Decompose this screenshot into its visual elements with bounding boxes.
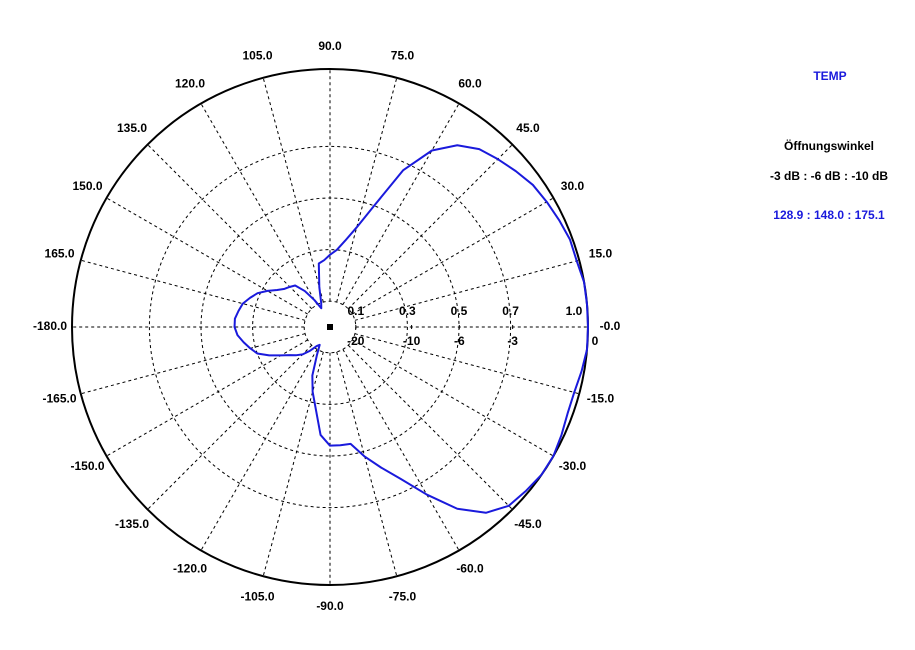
- db-tick-label: 0: [592, 334, 599, 348]
- angle-tick-label: 120.0: [175, 77, 205, 91]
- grid-spoke: [262, 351, 324, 577]
- r-tick-label: 0.1: [347, 304, 364, 318]
- angle-tick-label: 60.0: [458, 77, 482, 91]
- angle-tick-label: 90.0: [318, 39, 342, 53]
- angle-tick-label: -90.0: [316, 599, 344, 613]
- angle-tick-label: -165.0: [43, 392, 77, 406]
- angle-tick-label: -15.0: [587, 392, 615, 406]
- grid-spoke: [80, 333, 306, 395]
- grid-spoke: [352, 339, 554, 457]
- beamwidth-title: Öffnungswinkel: [784, 138, 874, 153]
- pattern-line: [233, 144, 589, 514]
- r-tick-label: 0.7: [502, 304, 519, 318]
- grid-spoke: [200, 349, 318, 551]
- angle-tick-label: 15.0: [589, 247, 613, 261]
- beamwidth-values: 128.9 : 148.0 : 175.1: [773, 208, 885, 222]
- r-tick-label: 1.0: [566, 304, 583, 318]
- grid-ring: [252, 249, 408, 405]
- legend-entry: TEMP: [813, 69, 846, 83]
- beamwidth-levels: -3 dB : -6 dB : -10 dB: [770, 169, 888, 183]
- angle-tick-label: 30.0: [561, 179, 585, 193]
- angle-tick-label: -30.0: [559, 459, 587, 473]
- grid-spoke: [347, 344, 513, 510]
- angle-tick-label: 45.0: [516, 121, 540, 135]
- angle-tick-label: -150.0: [70, 459, 104, 473]
- angle-tick-label: -120.0: [173, 562, 207, 576]
- grid-spoke: [106, 197, 308, 315]
- angle-tick-label: 150.0: [72, 179, 102, 193]
- angle-tick-label: -60.0: [456, 562, 484, 576]
- r-tick-label: 0.5: [451, 304, 468, 318]
- grid-spoke: [352, 197, 554, 315]
- grid-spoke: [147, 344, 313, 510]
- angle-tick-label: -45.0: [514, 517, 542, 531]
- grid-spoke: [354, 333, 580, 395]
- grid-spoke: [200, 103, 318, 305]
- angle-tick-label: 165.0: [45, 247, 75, 261]
- angle-tick-label: 135.0: [117, 121, 147, 135]
- grid-spoke: [342, 103, 460, 305]
- grid-spoke: [342, 349, 460, 551]
- angle-tick-label: 105.0: [243, 49, 273, 63]
- angle-tick-label: 75.0: [391, 49, 415, 63]
- grid-spoke: [262, 77, 324, 303]
- db-tick-label: -20: [347, 334, 365, 348]
- grid-spoke: [80, 259, 306, 321]
- db-tick-label: -3: [507, 334, 518, 348]
- grid-ring: [148, 145, 512, 509]
- angle-tick-label: -180.0: [33, 319, 67, 333]
- grid-spoke: [354, 259, 580, 321]
- grid-spoke: [147, 144, 313, 310]
- angle-tick-label: -135.0: [115, 517, 149, 531]
- grid-spoke: [336, 351, 398, 577]
- center-marker: [327, 324, 333, 330]
- grid-spoke: [336, 77, 398, 303]
- db-tick-label: -10: [403, 334, 421, 348]
- angle-tick-label: -0.0: [600, 319, 621, 333]
- db-tick-label: -6: [454, 334, 465, 348]
- angle-tick-label: -105.0: [241, 590, 275, 604]
- angle-tick-label: -75.0: [389, 590, 417, 604]
- grid-spoke: [347, 144, 513, 310]
- grid-spoke: [106, 339, 308, 457]
